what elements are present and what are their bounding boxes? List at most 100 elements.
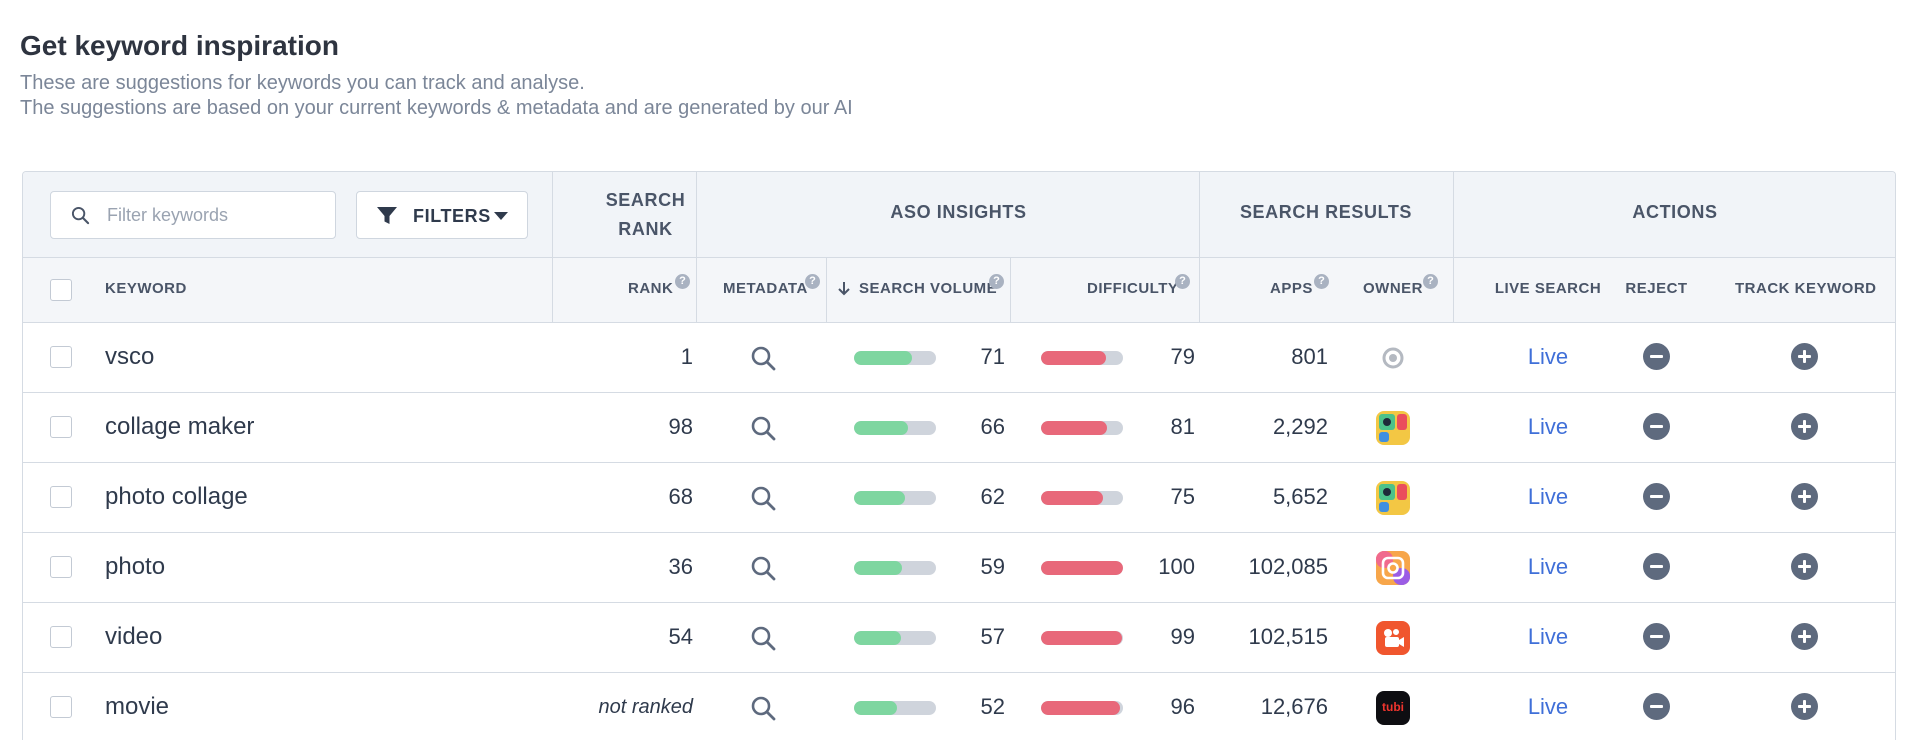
rank-cell: not ranked — [598, 696, 693, 718]
track-keyword-button[interactable] — [1791, 553, 1818, 580]
search-volume-bar — [854, 701, 936, 715]
vsco-app-icon[interactable] — [1376, 341, 1410, 375]
track-keyword-button[interactable] — [1791, 343, 1818, 370]
table-row: movie not ranked 52 96 12,676 tubi Live — [23, 673, 1895, 740]
search-icon — [71, 206, 90, 225]
arrow-down-icon[interactable] — [838, 282, 850, 296]
table-row: video 54 57 99 102,515 Live — [23, 603, 1895, 673]
search-volume-bar — [854, 561, 936, 575]
group-header-aso-insights: ASO INSIGHTS — [890, 202, 1027, 222]
owner-help-icon[interactable]: ? — [1423, 274, 1438, 289]
difficulty-bar — [1041, 631, 1123, 645]
select-all-checkbox[interactable] — [50, 279, 72, 301]
difficulty-value: 96 — [1170, 694, 1195, 719]
collage-app-icon[interactable] — [1376, 481, 1410, 515]
search-volume-bar — [854, 631, 936, 645]
column-header-reject: REJECT — [1625, 280, 1688, 297]
column-header-search-volume[interactable]: SEARCH VOLUME — [859, 280, 998, 297]
table-row: photo 36 59 100 102,085 Live — [23, 533, 1895, 603]
video-app-icon[interactable] — [1376, 621, 1410, 655]
tubi-app-icon[interactable]: tubi — [1376, 691, 1410, 725]
search-volume-value: 62 — [980, 484, 1005, 509]
filter-keywords-field[interactable] — [50, 191, 336, 239]
track-keyword-button[interactable] — [1791, 413, 1818, 440]
keyword-cell: video — [105, 623, 163, 650]
reject-button[interactable] — [1643, 553, 1670, 580]
magnifier-icon[interactable] — [750, 625, 776, 651]
row-checkbox[interactable] — [50, 626, 72, 648]
difficulty-value: 75 — [1170, 484, 1195, 509]
filters-button[interactable]: FILTERS — [356, 191, 528, 239]
search-volume-bar — [854, 491, 936, 505]
metadata-help-icon[interactable]: ? — [805, 274, 820, 289]
search-volume-value: 52 — [980, 694, 1005, 719]
magnifier-icon[interactable] — [750, 485, 776, 511]
column-header-track-keyword: TRACK KEYWORD — [1735, 280, 1877, 297]
reject-button[interactable] — [1643, 483, 1670, 510]
row-checkbox[interactable] — [50, 346, 72, 368]
page-description-line-2: The suggestions are based on your curren… — [20, 97, 853, 119]
collage-app-icon[interactable] — [1376, 411, 1410, 445]
search-volume-help-icon[interactable]: ? — [989, 274, 1004, 289]
apps-count: 102,515 — [1248, 624, 1328, 649]
difficulty-help-icon[interactable]: ? — [1175, 274, 1190, 289]
search-volume-value: 71 — [980, 344, 1005, 369]
table-row: collage maker 98 66 81 2,292 Live — [23, 393, 1895, 463]
rank-cell: 98 — [668, 414, 693, 439]
reject-button[interactable] — [1643, 413, 1670, 440]
search-volume-bar — [854, 421, 936, 435]
live-search-link[interactable]: Live — [1527, 554, 1569, 579]
track-keyword-button[interactable] — [1791, 693, 1818, 720]
live-search-link[interactable]: Live — [1527, 414, 1569, 439]
column-header-rank: RANK — [628, 280, 674, 297]
table-column-header: KEYWORD RANK ? METADATA ? SEARCH VOLUME … — [23, 258, 1895, 323]
keyword-cell: photo collage — [105, 483, 248, 510]
apps-count: 2,292 — [1272, 414, 1328, 439]
live-search-link[interactable]: Live — [1527, 344, 1569, 369]
chevron-down-icon — [494, 212, 508, 220]
magnifier-icon[interactable] — [750, 695, 776, 721]
row-checkbox[interactable] — [50, 696, 72, 718]
magnifier-icon[interactable] — [750, 345, 776, 371]
difficulty-value: 99 — [1170, 624, 1195, 649]
keyword-table: FILTERS SEARCH RANK ASO INSIGHTS SEARCH … — [22, 171, 1896, 740]
rank-cell: 1 — [680, 344, 693, 369]
rank-help-icon[interactable]: ? — [675, 274, 690, 289]
magnifier-icon[interactable] — [750, 415, 776, 441]
table-group-header: FILTERS SEARCH RANK ASO INSIGHTS SEARCH … — [23, 172, 1895, 258]
apps-count: 5,652 — [1272, 484, 1328, 509]
row-checkbox[interactable] — [50, 556, 72, 578]
column-header-metadata: METADATA — [723, 280, 808, 297]
column-header-keyword: KEYWORD — [105, 280, 187, 297]
row-checkbox[interactable] — [50, 416, 72, 438]
track-keyword-button[interactable] — [1791, 623, 1818, 650]
table-row: photo collage 68 62 75 5,652 Live — [23, 463, 1895, 533]
apps-count: 801 — [1291, 344, 1328, 369]
live-search-link[interactable]: Live — [1527, 624, 1569, 649]
search-volume-value: 66 — [980, 414, 1005, 439]
difficulty-bar — [1041, 351, 1123, 365]
group-header-search-rank: SEARCH RANK — [605, 190, 686, 239]
reject-button[interactable] — [1643, 343, 1670, 370]
apps-help-icon[interactable]: ? — [1314, 274, 1329, 289]
tubi-logo-text: tubi — [1382, 700, 1404, 714]
reject-button[interactable] — [1643, 623, 1670, 650]
photo-grid-app-icon[interactable] — [1376, 551, 1410, 585]
magnifier-icon[interactable] — [750, 555, 776, 581]
search-volume-value: 59 — [980, 554, 1005, 579]
apps-count: 12,676 — [1260, 694, 1328, 719]
group-header-search-results: SEARCH RESULTS — [1239, 202, 1413, 222]
filter-keywords-input[interactable] — [107, 202, 317, 228]
live-search-link[interactable]: Live — [1527, 484, 1569, 509]
filter-icon — [377, 207, 397, 224]
track-keyword-button[interactable] — [1791, 483, 1818, 510]
difficulty-value: 81 — [1170, 414, 1195, 439]
row-checkbox[interactable] — [50, 486, 72, 508]
reject-button[interactable] — [1643, 693, 1670, 720]
keyword-cell: photo — [105, 553, 166, 580]
keyword-cell: collage maker — [105, 413, 255, 440]
live-search-link[interactable]: Live — [1527, 694, 1569, 719]
keyword-cell: movie — [105, 693, 170, 720]
group-header-actions: ACTIONS — [1632, 202, 1718, 222]
difficulty-bar — [1041, 421, 1123, 435]
